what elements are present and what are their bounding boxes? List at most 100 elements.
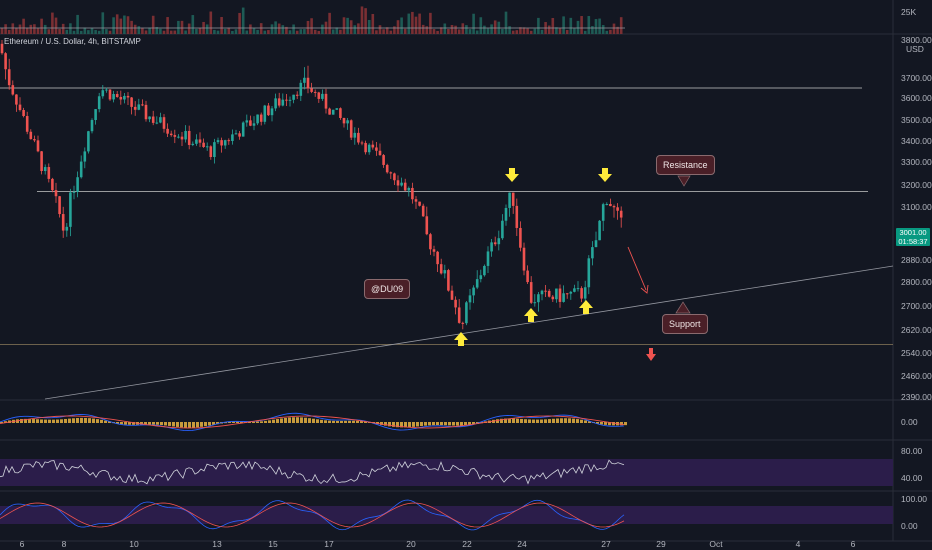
projection-line bbox=[627, 246, 647, 291]
macd-histogram-bar bbox=[240, 421, 243, 423]
candle-body bbox=[407, 187, 411, 191]
candle-body bbox=[619, 210, 623, 218]
macd-histogram-bar bbox=[168, 422, 171, 426]
rsi-axis-label: 40.00 bbox=[901, 473, 923, 483]
volume-bar bbox=[69, 23, 72, 34]
volume-bar bbox=[569, 17, 573, 34]
macd-histogram-bar bbox=[104, 420, 107, 423]
volume-bar bbox=[313, 29, 317, 34]
macd-histogram-bar bbox=[288, 417, 291, 423]
volume-bar bbox=[529, 30, 533, 34]
macd-histogram-bar bbox=[516, 418, 519, 423]
macd-histogram-bar bbox=[252, 421, 255, 423]
stoch-indicator bbox=[0, 499, 625, 531]
volume-bar bbox=[339, 29, 342, 34]
volume-bar bbox=[36, 28, 40, 34]
volume-bar bbox=[61, 23, 65, 34]
macd-histogram-bar bbox=[88, 418, 91, 423]
time-axis-label: 13 bbox=[212, 539, 222, 549]
macd-histogram-bar bbox=[396, 422, 399, 428]
volume-bar bbox=[558, 28, 562, 34]
candle-body bbox=[425, 216, 429, 235]
macd-histogram-bar bbox=[364, 421, 367, 423]
volume-bar bbox=[580, 16, 583, 34]
volume-bar bbox=[277, 23, 281, 34]
volume-bar bbox=[382, 29, 385, 34]
macd-histogram-bar bbox=[52, 419, 55, 423]
volume-bar bbox=[591, 26, 594, 34]
volume-bar bbox=[411, 11, 414, 34]
volume-bar bbox=[367, 19, 371, 34]
macd-histogram-bar bbox=[596, 422, 599, 424]
macd-histogram-bar bbox=[604, 422, 607, 425]
volume-bar bbox=[227, 27, 231, 34]
candle-body bbox=[396, 180, 400, 186]
candle-body bbox=[375, 147, 378, 151]
candle-body bbox=[562, 293, 565, 302]
volume-bar bbox=[40, 18, 43, 34]
support-trendline bbox=[44, 265, 894, 400]
up-arrow-icon bbox=[454, 332, 468, 346]
volume-bar bbox=[101, 12, 105, 34]
macd-histogram-bar bbox=[560, 418, 563, 423]
candle-body bbox=[151, 116, 155, 123]
callout-pointer-icon bbox=[677, 175, 691, 187]
volume-bar bbox=[321, 24, 324, 34]
macd-histogram-bar bbox=[80, 417, 83, 423]
candle-body bbox=[105, 89, 108, 91]
macd-histogram-bar bbox=[132, 422, 135, 425]
candle-body bbox=[511, 192, 515, 206]
macd-histogram-bar bbox=[108, 421, 111, 423]
macd-histogram-bar bbox=[608, 422, 611, 426]
volume-bar bbox=[187, 23, 191, 34]
macd-histogram-bar bbox=[324, 420, 327, 423]
macd-histogram-bar bbox=[564, 418, 567, 423]
symbol-title[interactable]: Ethereum / U.S. Dollar, 4h, BITSTAMP bbox=[4, 37, 141, 46]
author-callout[interactable]: @DU09 bbox=[364, 279, 411, 299]
support-callout[interactable]: Support bbox=[662, 314, 708, 334]
volume-bar bbox=[22, 18, 25, 34]
signal-line bbox=[0, 415, 625, 429]
macd-histogram-bar bbox=[528, 419, 531, 423]
volume-bar bbox=[87, 30, 90, 34]
resistance-callout[interactable]: Resistance bbox=[656, 155, 715, 175]
candle-body bbox=[159, 117, 162, 123]
candle-body bbox=[357, 132, 360, 143]
volume-bar bbox=[547, 25, 551, 34]
rsi-line bbox=[0, 459, 625, 485]
volume-bar bbox=[396, 20, 400, 34]
volume-bar bbox=[144, 30, 148, 34]
macd-histogram-bar bbox=[352, 420, 355, 423]
candle-body bbox=[36, 140, 40, 152]
macd-histogram-bar bbox=[24, 418, 27, 423]
macd-indicator bbox=[0, 412, 627, 432]
candle-body bbox=[310, 88, 313, 92]
candle-body bbox=[108, 89, 112, 100]
macd-histogram-bar bbox=[300, 417, 303, 423]
volume-bar bbox=[238, 12, 241, 34]
candle-body bbox=[231, 134, 234, 142]
macd-histogram-bar bbox=[612, 422, 615, 426]
candle-body bbox=[342, 117, 346, 124]
macd-histogram-bar bbox=[524, 419, 527, 423]
stoch-axis-label: 100.00 bbox=[901, 494, 927, 504]
volume-bar bbox=[342, 17, 346, 34]
volume-bar bbox=[155, 26, 159, 34]
volume-bar bbox=[108, 30, 112, 34]
candle-body bbox=[234, 133, 238, 135]
volume-bar bbox=[465, 25, 468, 34]
macd-histogram-bar bbox=[328, 420, 331, 423]
volume-bar bbox=[537, 17, 540, 34]
macd-histogram-bar bbox=[532, 419, 535, 423]
macd-histogram-bar bbox=[180, 422, 183, 428]
candle-body bbox=[292, 94, 295, 100]
candle-body bbox=[580, 288, 583, 299]
candle-body bbox=[378, 150, 382, 156]
volume-bar bbox=[216, 30, 220, 34]
macd-histogram-bar bbox=[420, 422, 423, 427]
volume-bar bbox=[331, 29, 335, 34]
volume-bar bbox=[54, 17, 58, 34]
price-axis-label: 3600.00 bbox=[901, 93, 932, 103]
last-price-value: 3001.00 bbox=[899, 228, 927, 237]
